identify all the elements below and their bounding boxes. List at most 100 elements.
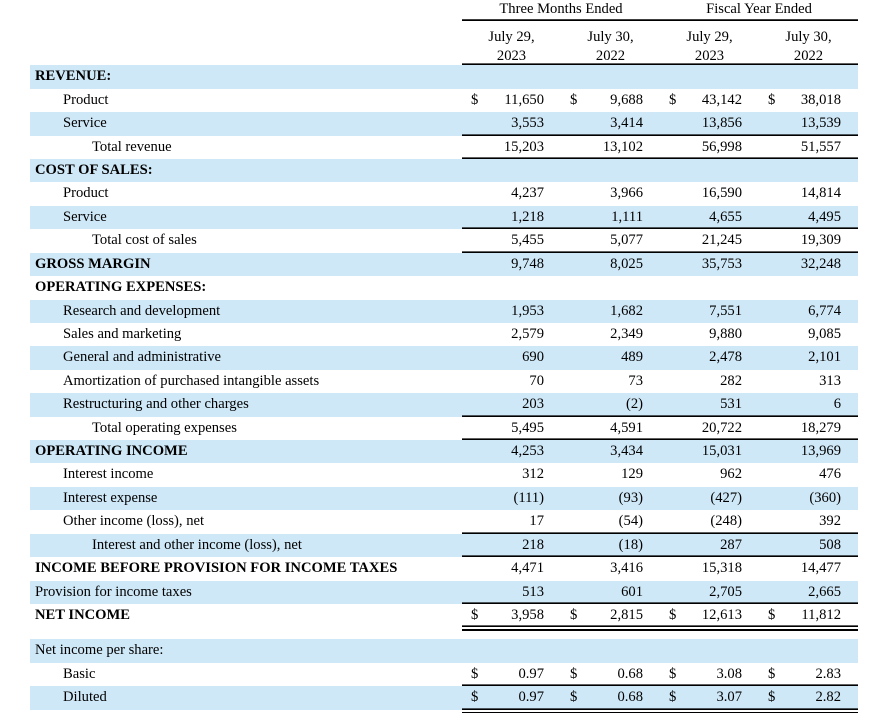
cell-value: 601: [621, 583, 643, 600]
cell-c1: 4,237: [462, 182, 561, 205]
cell-c4: 14,477: [759, 557, 858, 580]
cell-c1: 5,455: [462, 229, 561, 252]
cell-value: 3,958: [511, 607, 544, 624]
currency-symbol: $: [768, 665, 776, 682]
cell-c1: 218: [462, 533, 561, 558]
cell-c1: 690: [462, 346, 561, 370]
currency-symbol: $: [471, 689, 479, 706]
currency-symbol: $: [768, 689, 776, 706]
cell-value: 43,142: [701, 91, 742, 108]
row-label: Amortization of purchased intangible ass…: [63, 372, 320, 389]
cell-value: 3,414: [610, 115, 643, 132]
row-gutter: [0, 393, 30, 416]
cell-value: 9,880: [709, 325, 742, 342]
row-gutter: [0, 159, 30, 182]
row-endpad: [858, 276, 870, 299]
row-label-cell: General and administrative: [30, 346, 462, 370]
row-endpad: [858, 463, 870, 486]
cell-value: 4,253: [511, 443, 544, 460]
row-endpad: [858, 510, 870, 533]
cell-c2: 2,349: [561, 323, 660, 346]
cell-c1: 17: [462, 510, 561, 533]
cell-value: 476: [819, 466, 842, 483]
table-row: Amortization of purchased intangible ass…: [0, 370, 870, 393]
cell-value: 13,102: [602, 138, 643, 155]
table-row: Provision for income taxes 513 601 2,705 2,6…: [0, 580, 870, 605]
cell-c4: 32,248: [759, 252, 859, 277]
row-gutter: [0, 557, 30, 580]
cell-c1: [462, 65, 561, 89]
cell-c4: 4,495: [759, 205, 859, 230]
cell-value: 5,077: [610, 232, 643, 249]
cell-c2: 4,591: [561, 417, 660, 440]
cell-c1: 3,553: [462, 112, 561, 136]
cell-c3: 2,478: [660, 346, 759, 370]
header-group-2: Fiscal Year Ended: [660, 0, 858, 21]
cell-c1: [462, 639, 561, 663]
cell-value: 218: [522, 536, 544, 553]
row-label-cell: REVENUE:: [30, 65, 462, 89]
cell-value: 531: [720, 396, 742, 413]
table-row: COST OF SALES:: [0, 159, 870, 183]
row-label: Net income per share:: [35, 642, 164, 659]
cell-c4: 392: [759, 510, 858, 533]
cell-value: 962: [720, 466, 742, 483]
table-row: Service 1,218 1,111 4,655 4,495: [0, 205, 870, 230]
cell-value: 2.82: [815, 689, 842, 706]
table-row: Research and development 1,953 1,682 7,551 6…: [0, 299, 870, 323]
header-column-line1: July 30,: [587, 28, 634, 45]
cell-c3: 16,590: [660, 182, 759, 205]
table-row: Interest and other income (loss), net 218…: [0, 533, 870, 558]
cell-c2: [561, 276, 660, 299]
row-endpad: [858, 557, 870, 580]
cell-value: (111): [513, 489, 544, 506]
row-label: Interest income: [63, 466, 154, 483]
row-label-cell: Amortization of purchased intangible ass…: [30, 370, 462, 393]
table-row: Total operating expenses 5,495 4,591 20,722…: [0, 417, 870, 440]
cell-value: 2.83: [815, 665, 842, 682]
cell-c3: $12,613: [660, 604, 759, 632]
table-row: Net income per share:: [0, 639, 870, 663]
cell-c3: $3.08: [660, 663, 759, 691]
row-endpad: [858, 534, 870, 557]
cell-c1: 2,579: [462, 323, 561, 346]
header-column-3: July 29, 2023: [660, 25, 759, 65]
cell-value: (248): [710, 513, 742, 530]
row-endpad: [858, 440, 870, 463]
header-column-line1: July 29,: [686, 28, 733, 45]
cell-c2: $0.68: [561, 663, 660, 691]
cell-c4: 508: [759, 533, 859, 558]
cell-c3: (248): [660, 510, 759, 533]
row-gutter: [0, 463, 30, 486]
table-row: GROSS MARGIN 9,748 8,025 35,753 32,248: [0, 252, 870, 277]
cell-c1: $0.97: [462, 663, 561, 691]
row-label: Provision for income taxes: [35, 583, 192, 600]
row-gutter: [0, 182, 30, 205]
row-label-cell: Basic: [30, 663, 462, 686]
cell-value: 7,551: [709, 302, 742, 319]
cell-c2: (18): [561, 533, 660, 558]
cell-value: 3.07: [716, 689, 742, 706]
cell-c1: 70: [462, 370, 561, 393]
row-endpad: [858, 229, 870, 252]
cell-value: 392: [819, 513, 842, 530]
row-label: Interest expense: [63, 489, 158, 506]
row-label: GROSS MARGIN: [35, 255, 151, 272]
row-label: Total revenue: [92, 138, 172, 155]
row-label: Restructuring and other charges: [63, 396, 249, 413]
row-label-cell: Interest and other income (loss), net: [30, 533, 462, 558]
row-endpad: [858, 487, 870, 510]
row-endpad: [858, 581, 870, 604]
cell-value: 3,416: [610, 560, 643, 577]
cell-value: 4,495: [808, 208, 842, 225]
currency-symbol: $: [570, 665, 578, 682]
cell-value: (18): [618, 536, 643, 553]
cell-c4: 51,557: [759, 136, 858, 159]
table-row: NET INCOME $3,958 $2,815 $12,613 $11,812: [0, 604, 870, 632]
row-label-cell: INCOME BEFORE PROVISION FOR INCOME TAXES: [30, 557, 462, 580]
row-label: INCOME BEFORE PROVISION FOR INCOME TAXES: [35, 560, 398, 577]
row-label-cell: Service: [30, 205, 462, 230]
cell-c4: $11,812: [759, 604, 859, 632]
row-gutter: [0, 604, 30, 627]
row-label-cell: Total revenue: [30, 136, 462, 159]
